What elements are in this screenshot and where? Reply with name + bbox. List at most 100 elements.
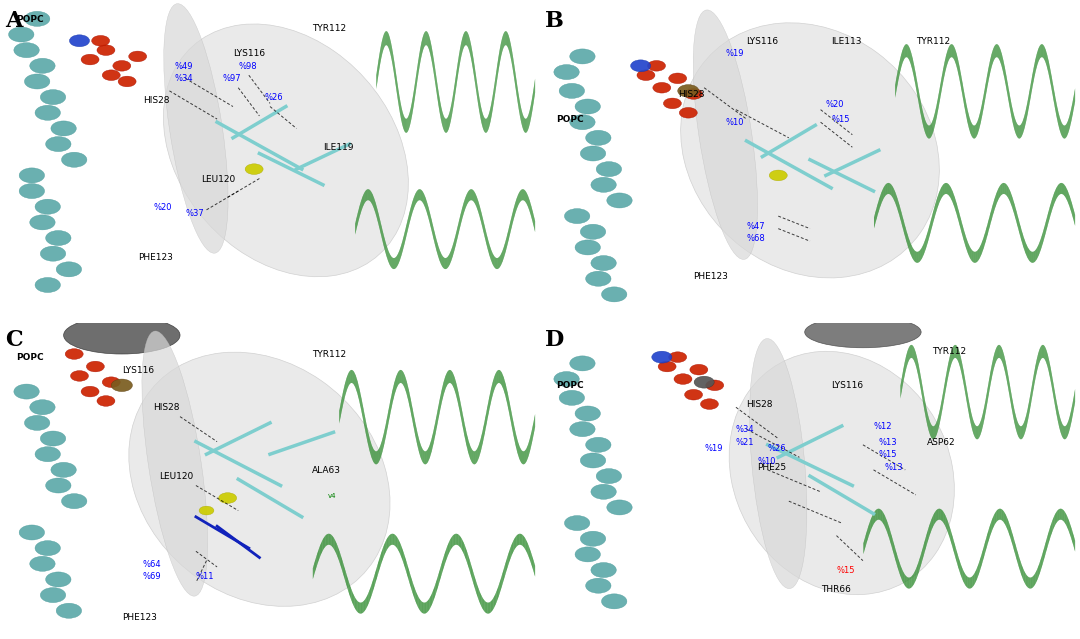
Circle shape <box>218 493 237 504</box>
Text: %26: %26 <box>265 93 283 102</box>
Circle shape <box>40 89 66 105</box>
Text: %64: %64 <box>143 560 162 569</box>
Text: THR66: THR66 <box>821 585 850 594</box>
Circle shape <box>596 162 622 176</box>
Text: %97: %97 <box>222 75 241 84</box>
Text: %10: %10 <box>757 457 775 466</box>
Text: %49: %49 <box>175 62 193 71</box>
Circle shape <box>14 43 39 58</box>
Circle shape <box>674 374 692 385</box>
Circle shape <box>86 361 105 372</box>
Circle shape <box>81 386 99 397</box>
Circle shape <box>652 82 671 93</box>
Circle shape <box>570 422 595 436</box>
Text: ASP62: ASP62 <box>927 438 955 447</box>
Circle shape <box>9 27 33 42</box>
Circle shape <box>30 58 55 73</box>
Text: HIS28: HIS28 <box>153 403 180 412</box>
Text: LYS116: LYS116 <box>832 381 863 390</box>
Circle shape <box>129 51 147 62</box>
Circle shape <box>580 224 606 239</box>
Circle shape <box>591 256 617 270</box>
Circle shape <box>705 380 724 390</box>
Circle shape <box>35 199 60 214</box>
Circle shape <box>596 468 622 484</box>
Text: C: C <box>5 329 23 351</box>
Circle shape <box>35 541 60 556</box>
Circle shape <box>631 60 651 72</box>
Circle shape <box>607 193 632 208</box>
Circle shape <box>40 588 66 603</box>
Text: %12: %12 <box>874 422 892 431</box>
Text: %26: %26 <box>768 444 786 453</box>
Text: POPC: POPC <box>556 381 583 390</box>
Circle shape <box>602 287 626 302</box>
Circle shape <box>559 83 584 98</box>
Circle shape <box>585 578 611 593</box>
Ellipse shape <box>163 24 408 277</box>
Text: %20: %20 <box>153 203 172 212</box>
Circle shape <box>19 183 44 199</box>
Circle shape <box>69 35 90 47</box>
Circle shape <box>51 463 77 477</box>
Circle shape <box>45 478 71 493</box>
Text: TYR112: TYR112 <box>312 24 347 33</box>
Text: HIS28: HIS28 <box>143 96 170 105</box>
Text: %15: %15 <box>879 450 897 459</box>
Text: LEU120: LEU120 <box>159 472 193 481</box>
Circle shape <box>199 506 214 515</box>
Text: %34: %34 <box>735 426 755 435</box>
Circle shape <box>35 105 60 120</box>
Text: PHE123: PHE123 <box>138 253 173 262</box>
Circle shape <box>602 594 626 609</box>
Circle shape <box>591 177 617 192</box>
Text: %69: %69 <box>143 573 162 581</box>
Text: TYR112: TYR112 <box>312 350 347 359</box>
Circle shape <box>607 500 632 515</box>
Text: %19: %19 <box>704 444 723 453</box>
Text: %98: %98 <box>239 62 257 71</box>
Text: PHE123: PHE123 <box>122 613 157 622</box>
Circle shape <box>580 531 606 546</box>
Text: PHE123: PHE123 <box>693 272 728 281</box>
Circle shape <box>118 76 136 87</box>
Circle shape <box>103 377 120 387</box>
Text: POPC: POPC <box>16 353 43 362</box>
Circle shape <box>70 371 89 381</box>
Text: ILE119: ILE119 <box>323 143 353 152</box>
Circle shape <box>19 168 44 183</box>
Circle shape <box>25 74 50 89</box>
Circle shape <box>554 65 579 80</box>
Ellipse shape <box>729 351 955 595</box>
Circle shape <box>30 215 55 230</box>
Text: POPC: POPC <box>556 115 583 124</box>
Text: %47: %47 <box>746 222 765 231</box>
Circle shape <box>19 525 44 540</box>
Text: %15: %15 <box>837 566 855 575</box>
Circle shape <box>570 356 595 371</box>
Circle shape <box>694 376 714 388</box>
Circle shape <box>685 89 703 99</box>
Circle shape <box>62 494 86 509</box>
Text: %21: %21 <box>735 438 755 447</box>
Circle shape <box>92 35 110 46</box>
Text: POPC: POPC <box>16 15 43 24</box>
Text: %13: %13 <box>885 463 903 472</box>
Circle shape <box>111 379 133 392</box>
Circle shape <box>97 45 114 56</box>
Circle shape <box>565 516 590 530</box>
Circle shape <box>45 231 71 245</box>
Circle shape <box>45 572 71 587</box>
Circle shape <box>570 114 595 130</box>
Circle shape <box>25 415 50 431</box>
Text: %68: %68 <box>746 234 766 243</box>
Text: LYS116: LYS116 <box>122 366 154 375</box>
Text: ILE113: ILE113 <box>832 37 862 46</box>
Ellipse shape <box>680 23 940 278</box>
Text: %37: %37 <box>186 209 204 218</box>
Circle shape <box>56 603 82 619</box>
Circle shape <box>575 240 600 255</box>
Circle shape <box>40 431 66 446</box>
Circle shape <box>648 61 665 71</box>
Circle shape <box>575 406 600 421</box>
